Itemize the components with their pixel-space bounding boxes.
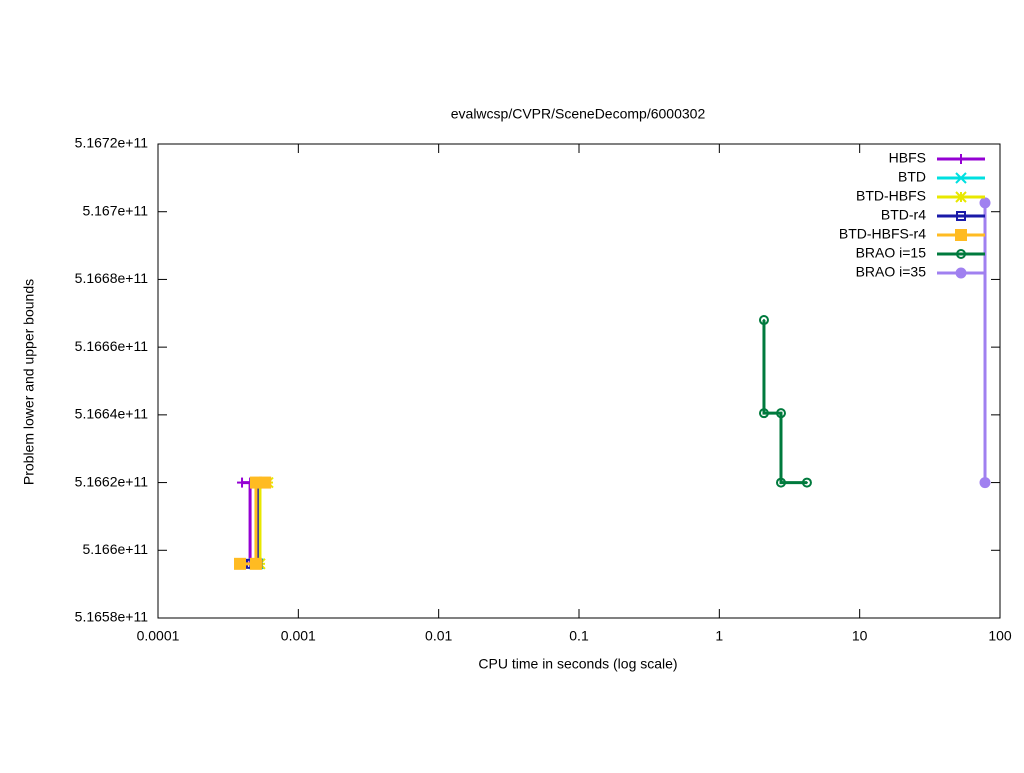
x-axis-label: CPU time in seconds (log scale) [478,656,677,672]
marker-part [249,557,262,570]
marker-part [775,408,786,419]
y-tick-label: 5.1672e+11 [75,135,149,151]
legend-label: HBFS [889,150,926,166]
x-tick-label: 0.0001 [137,628,180,644]
legend-label: BTD-r4 [881,207,926,223]
legend-label: BRAO i=15 [856,245,927,261]
marker [249,557,262,570]
legend-label: BTD-HBFS [856,188,926,204]
y-tick-label: 5.1668e+11 [75,270,149,286]
marker [775,408,786,419]
y-tick-label: 5.1664e+11 [75,406,149,422]
marker-part [779,481,782,484]
marker-part [779,412,782,415]
marker [956,211,966,221]
x-tick-label: 0.001 [281,628,316,644]
marker-part [259,476,272,489]
legend-label: BTD-HBFS-r4 [839,226,926,242]
x-tick-label: 0.01 [425,628,452,644]
marker-part [234,557,247,570]
marker-part [955,172,967,184]
marker [979,197,991,209]
marker-part [758,408,769,419]
x-tick-label: 1 [715,628,723,644]
legend-label: BTD [898,169,926,185]
y-tick-label: 5.1662e+11 [75,473,149,489]
x-tick-label: 10 [852,628,868,644]
marker-part [956,249,966,259]
x-tick-label: 0.1 [569,628,589,644]
y-tick-label: 5.1666e+11 [75,338,149,354]
legend-label: BRAO i=35 [856,264,927,280]
marker-part [805,481,808,484]
y-tick-label: 5.1658e+11 [75,609,149,625]
marker [234,557,247,570]
marker-part [762,412,765,415]
marker-part [758,315,769,326]
marker-part [762,319,765,322]
x-tick-label: 100 [988,628,1012,644]
marker [955,191,967,203]
marker-part [956,211,966,221]
marker [758,408,769,419]
marker [758,315,769,326]
marker [979,477,991,489]
marker-part [955,191,967,203]
marker-part [801,477,812,488]
marker [259,476,272,489]
marker-part [775,477,786,488]
y-tick-label: 5.166e+11 [82,541,148,557]
y-axis-label: Problem lower and upper bounds [21,279,37,485]
marker [801,477,812,488]
marker [955,229,967,241]
marker [956,154,966,164]
marker [956,249,966,259]
marker [955,172,967,184]
marker-part [979,477,991,489]
marker-part [979,197,991,209]
chart-title: evalwcsp/CVPR/SceneDecomp/6000302 [451,106,706,122]
marker [955,267,967,279]
marker-part [955,267,967,279]
y-tick-label: 5.167e+11 [82,202,148,218]
marker-part [960,253,962,255]
marker-part [955,229,967,241]
marker [775,477,786,488]
